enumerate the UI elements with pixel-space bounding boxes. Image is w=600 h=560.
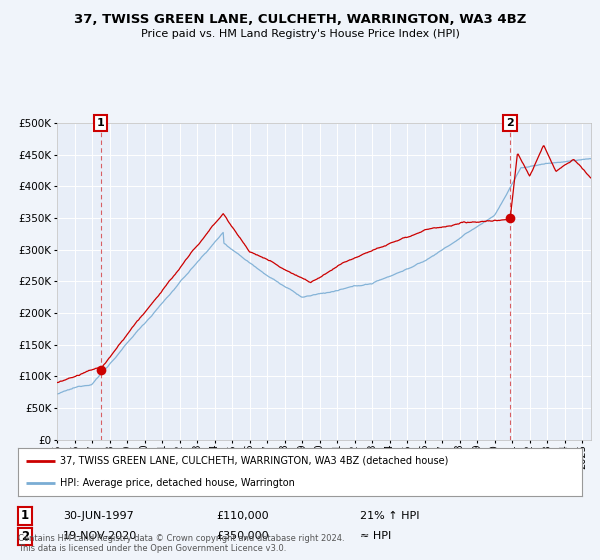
Text: £110,000: £110,000 (216, 511, 269, 521)
Text: Price paid vs. HM Land Registry's House Price Index (HPI): Price paid vs. HM Land Registry's House … (140, 29, 460, 39)
Text: 21% ↑ HPI: 21% ↑ HPI (360, 511, 419, 521)
Text: Contains HM Land Registry data © Crown copyright and database right 2024.
This d: Contains HM Land Registry data © Crown c… (18, 534, 344, 553)
Text: 30-JUN-1997: 30-JUN-1997 (63, 511, 134, 521)
Text: 37, TWISS GREEN LANE, CULCHETH, WARRINGTON, WA3 4BZ (detached house): 37, TWISS GREEN LANE, CULCHETH, WARRINGT… (60, 456, 449, 466)
Text: ≈ HPI: ≈ HPI (360, 531, 391, 542)
Text: 2: 2 (21, 530, 29, 543)
Text: 1: 1 (97, 118, 104, 128)
Text: HPI: Average price, detached house, Warrington: HPI: Average price, detached house, Warr… (60, 478, 295, 488)
Text: £350,000: £350,000 (216, 531, 269, 542)
Text: 19-NOV-2020: 19-NOV-2020 (63, 531, 137, 542)
Text: 37, TWISS GREEN LANE, CULCHETH, WARRINGTON, WA3 4BZ: 37, TWISS GREEN LANE, CULCHETH, WARRINGT… (74, 13, 526, 26)
Text: 1: 1 (21, 509, 29, 522)
Text: 2: 2 (506, 118, 514, 128)
